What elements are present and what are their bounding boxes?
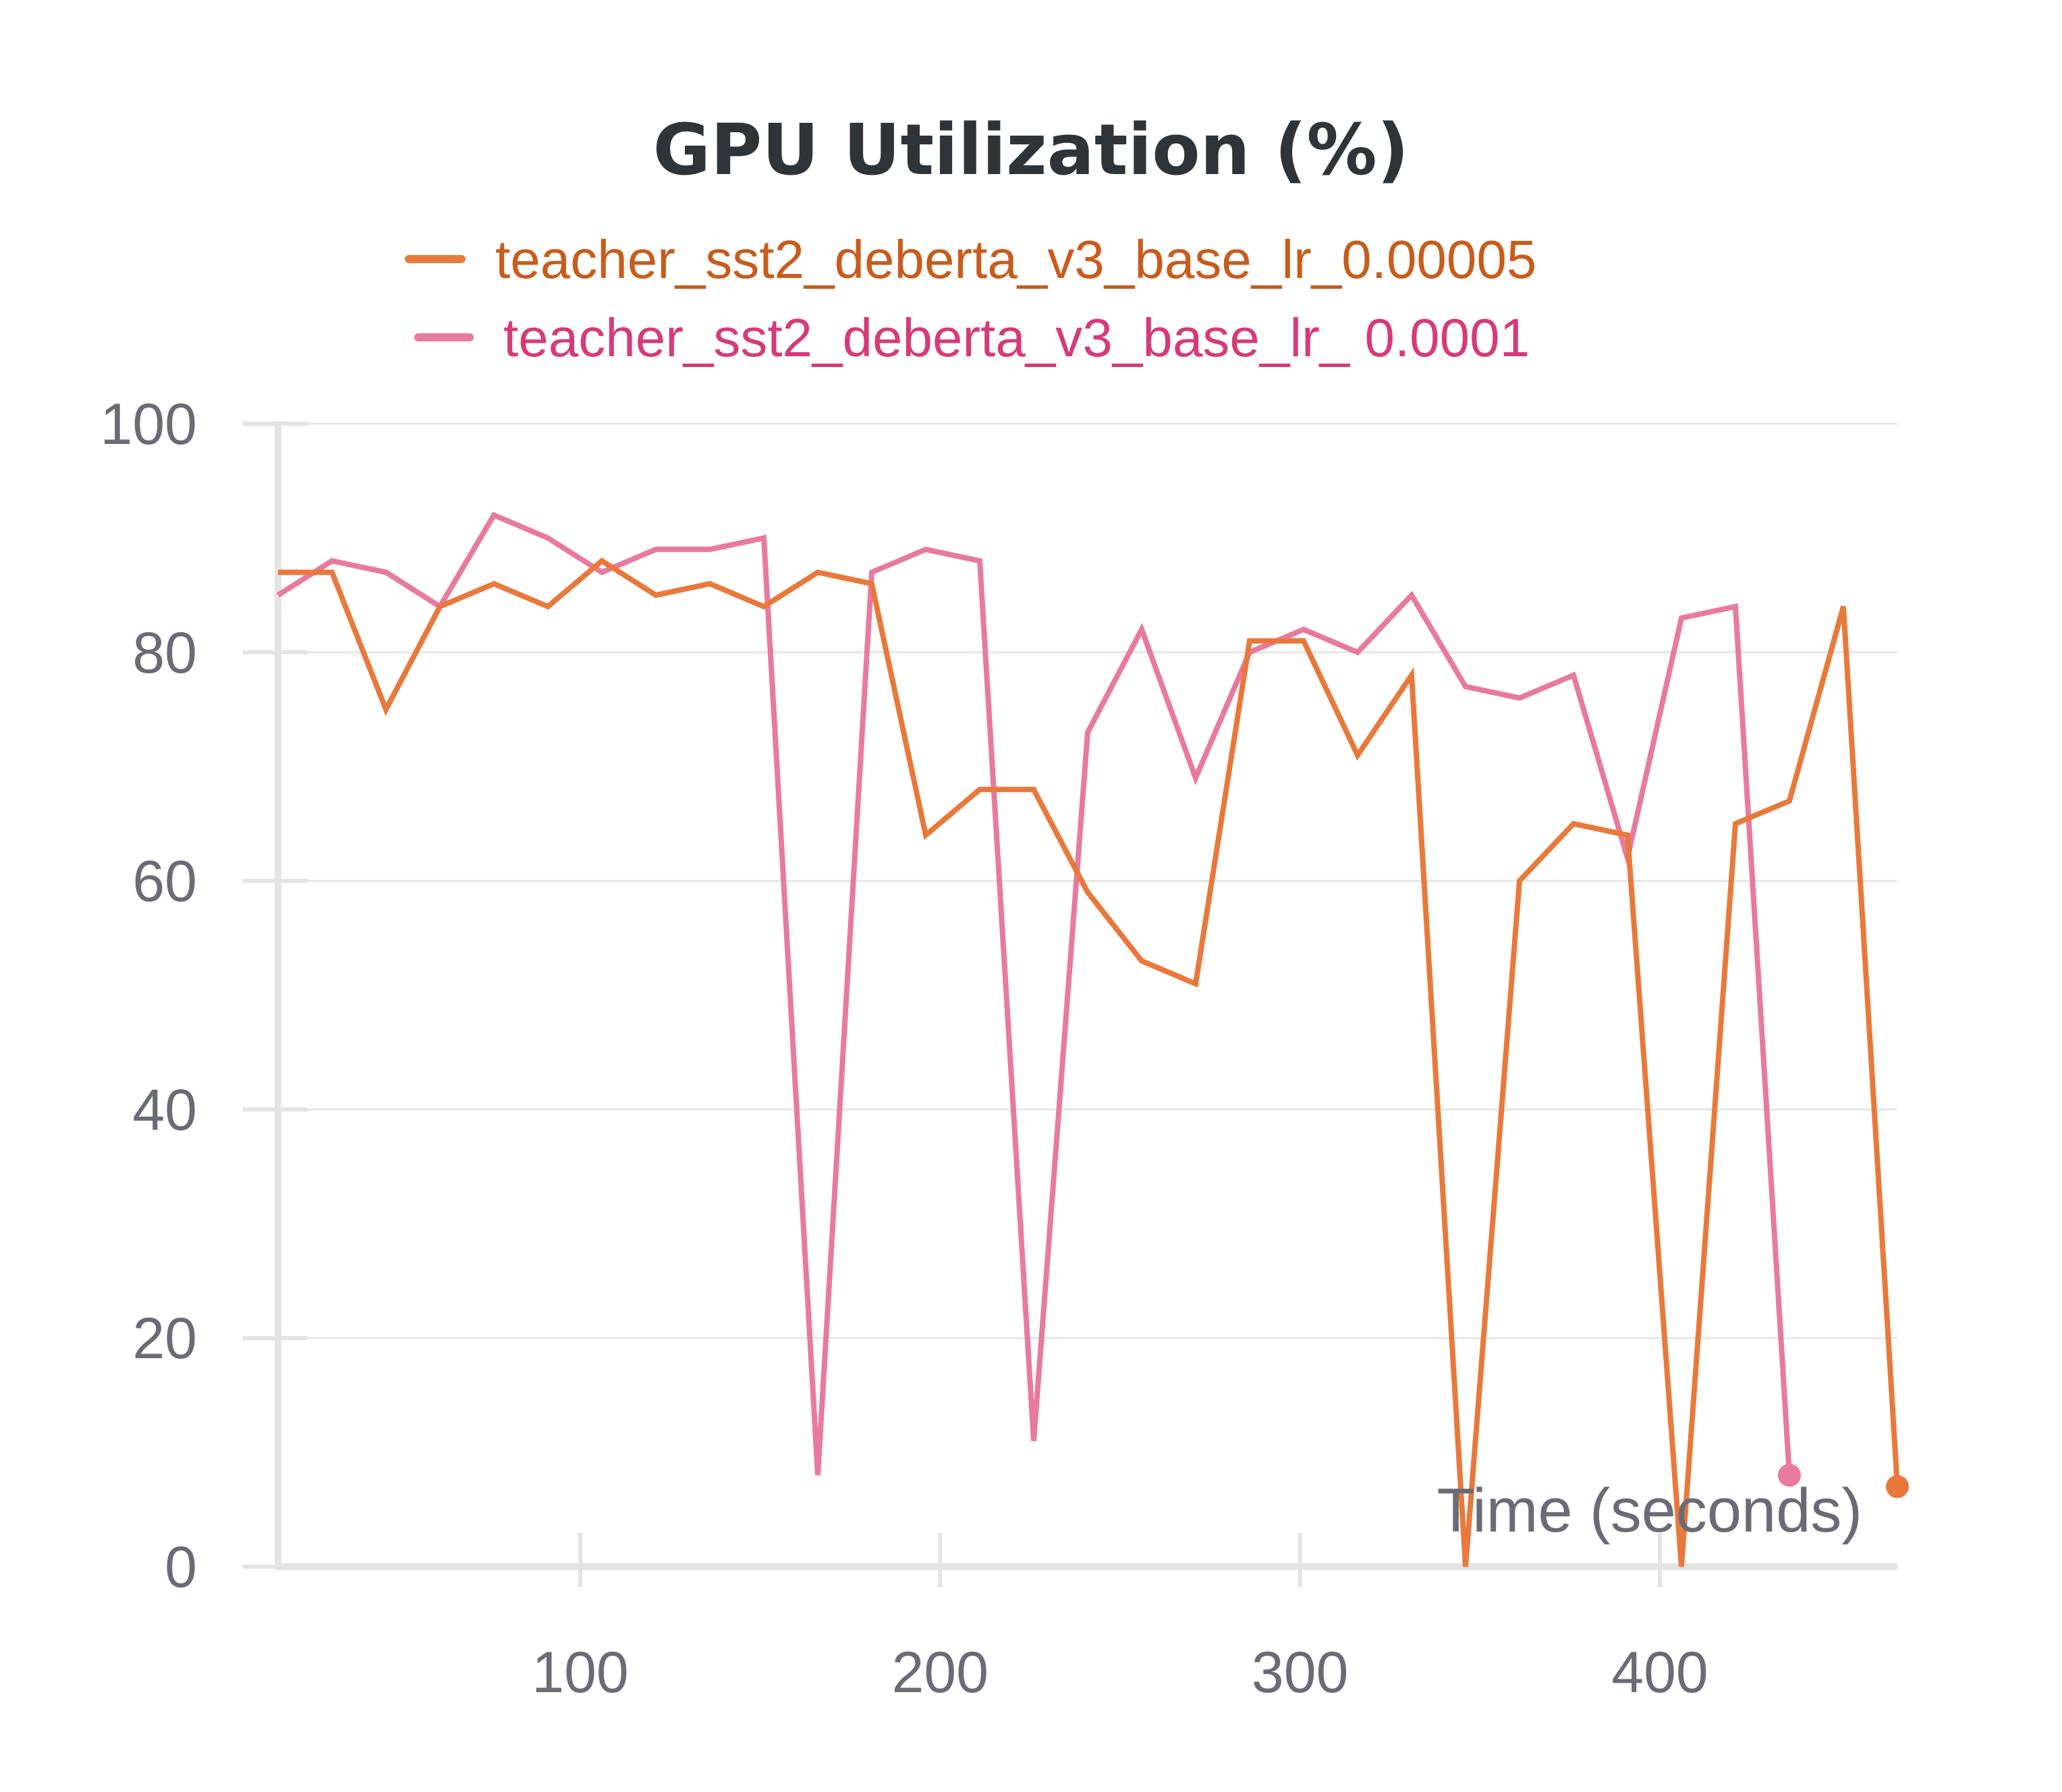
legend-item-series-2[interactable]: teacher_sst2_deberta_v3_base_lr_ 0.0001 <box>414 308 1530 368</box>
x-tick-label: 300 <box>1252 1640 1349 1705</box>
legend-label-series-1: teacher_sst2_deberta_v3_base_lr_0.00005 <box>495 229 1536 289</box>
y-tick-label: 40 <box>132 1077 197 1142</box>
x-tick-label: 400 <box>1611 1640 1708 1705</box>
x-tick-label: 100 <box>532 1640 629 1705</box>
series-lines <box>276 511 1900 1567</box>
tick-labels: 0 20 40 60 80 100 100 200 300 400 <box>101 392 1708 1705</box>
series-line-2[interactable] <box>276 511 1792 1476</box>
legend: teacher_sst2_deberta_v3_base_lr_0.00005 … <box>405 229 1536 368</box>
y-tick-label: 100 <box>101 392 198 457</box>
series-endpoints <box>1778 1463 1909 1499</box>
y-tick-label: 60 <box>132 849 197 914</box>
series-endpoint-2[interactable] <box>1778 1463 1801 1487</box>
axes <box>243 421 1897 1587</box>
series-line-1[interactable] <box>278 557 1900 1567</box>
y-tick-label: 80 <box>132 621 197 685</box>
x-tick-label: 200 <box>892 1640 989 1705</box>
x-axis-label: Time (seconds) <box>1437 1476 1862 1545</box>
chart-title: GPU Utilization (%) <box>653 109 1409 191</box>
legend-label-series-2: teacher_sst2_deberta_v3_base_lr_ 0.0001 <box>503 308 1530 368</box>
y-tick-label: 20 <box>132 1306 197 1371</box>
series-endpoint-1[interactable] <box>1886 1475 1909 1499</box>
y-tick-label: 0 <box>165 1535 197 1600</box>
gridlines <box>278 422 1897 1339</box>
legend-item-series-1[interactable]: teacher_sst2_deberta_v3_base_lr_0.00005 <box>405 229 1536 289</box>
